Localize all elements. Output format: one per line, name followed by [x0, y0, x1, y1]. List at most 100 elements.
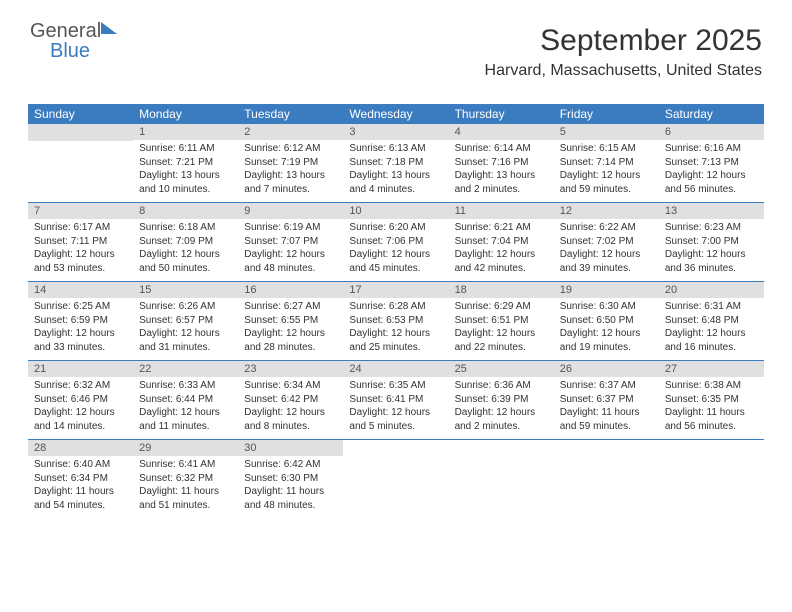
day-number: 30 — [238, 440, 343, 456]
sunrise-line: Sunrise: 6:35 AM — [349, 379, 442, 393]
day-cell: 27Sunrise: 6:38 AMSunset: 6:35 PMDayligh… — [659, 361, 764, 439]
daylight-line: Daylight: 12 hours and 31 minutes. — [139, 327, 232, 354]
sunset-line: Sunset: 6:32 PM — [139, 472, 232, 486]
day-number: 19 — [554, 282, 659, 298]
day-cell — [659, 440, 764, 518]
daylight-line: Daylight: 12 hours and 45 minutes. — [349, 248, 442, 275]
daylight-line: Daylight: 12 hours and 2 minutes. — [455, 406, 548, 433]
week-row: 14Sunrise: 6:25 AMSunset: 6:59 PMDayligh… — [28, 281, 764, 360]
sunset-line: Sunset: 6:46 PM — [34, 393, 127, 407]
sunset-line: Sunset: 6:57 PM — [139, 314, 232, 328]
sunset-line: Sunset: 6:35 PM — [665, 393, 758, 407]
sunset-line: Sunset: 6:55 PM — [244, 314, 337, 328]
sunrise-line: Sunrise: 6:28 AM — [349, 300, 442, 314]
day-content: Sunrise: 6:29 AMSunset: 6:51 PMDaylight:… — [449, 298, 554, 358]
day-content: Sunrise: 6:19 AMSunset: 7:07 PMDaylight:… — [238, 219, 343, 279]
day-content: Sunrise: 6:36 AMSunset: 6:39 PMDaylight:… — [449, 377, 554, 437]
week-row: 21Sunrise: 6:32 AMSunset: 6:46 PMDayligh… — [28, 360, 764, 439]
sunset-line: Sunset: 6:50 PM — [560, 314, 653, 328]
daylight-line: Daylight: 13 hours and 10 minutes. — [139, 169, 232, 196]
day-cell — [554, 440, 659, 518]
daylight-line: Daylight: 11 hours and 51 minutes. — [139, 485, 232, 512]
day-content: Sunrise: 6:31 AMSunset: 6:48 PMDaylight:… — [659, 298, 764, 358]
day-header-cell: Thursday — [449, 104, 554, 124]
calendar: SundayMondayTuesdayWednesdayThursdayFrid… — [28, 104, 764, 518]
sunrise-line: Sunrise: 6:37 AM — [560, 379, 653, 393]
sunset-line: Sunset: 7:19 PM — [244, 156, 337, 170]
day-header-row: SundayMondayTuesdayWednesdayThursdayFrid… — [28, 104, 764, 124]
day-cell — [343, 440, 448, 518]
sunrise-line: Sunrise: 6:21 AM — [455, 221, 548, 235]
sunrise-line: Sunrise: 6:41 AM — [139, 458, 232, 472]
day-content: Sunrise: 6:35 AMSunset: 6:41 PMDaylight:… — [343, 377, 448, 437]
daylight-line: Daylight: 11 hours and 54 minutes. — [34, 485, 127, 512]
day-number: 11 — [449, 203, 554, 219]
day-cell: 1Sunrise: 6:11 AMSunset: 7:21 PMDaylight… — [133, 124, 238, 202]
daylight-line: Daylight: 13 hours and 7 minutes. — [244, 169, 337, 196]
daylight-line: Daylight: 11 hours and 56 minutes. — [665, 406, 758, 433]
sunset-line: Sunset: 6:39 PM — [455, 393, 548, 407]
header: September 2025 Harvard, Massachusetts, U… — [485, 24, 762, 80]
day-cell: 15 Sunrise: 6:26 AMSunset: 6:57 PMDayligh… — [133, 282, 238, 360]
sunset-line: Sunset: 6:42 PM — [244, 393, 337, 407]
sunrise-line: Sunrise: 6:16 AM — [665, 142, 758, 156]
sunset-line: Sunset: 6:34 PM — [34, 472, 127, 486]
daylight-line: Daylight: 12 hours and 5 minutes. — [349, 406, 442, 433]
day-cell: 21Sunrise: 6:32 AMSunset: 6:46 PMDayligh… — [28, 361, 133, 439]
day-number: 6 — [659, 124, 764, 140]
day-number: 8 — [133, 203, 238, 219]
sunset-line: Sunset: 6:53 PM — [349, 314, 442, 328]
daylight-line: Daylight: 12 hours and 28 minutes. — [244, 327, 337, 354]
day-cell — [28, 124, 133, 202]
daylight-line: Daylight: 12 hours and 33 minutes. — [34, 327, 127, 354]
sunrise-line: Sunrise: 6:11 AM — [139, 142, 232, 156]
daylight-line: Daylight: 12 hours and 14 minutes. — [34, 406, 127, 433]
sunset-line: Sunset: 7:06 PM — [349, 235, 442, 249]
day-number: 2 — [238, 124, 343, 140]
sunrise-line: Sunrise: 6:14 AM — [455, 142, 548, 156]
day-cell: 7Sunrise: 6:17 AMSunset: 7:11 PMDaylight… — [28, 203, 133, 281]
sunrise-line: Sunrise: 6:32 AM — [34, 379, 127, 393]
daylight-line: Daylight: 12 hours and 25 minutes. — [349, 327, 442, 354]
day-cell: 24Sunrise: 6:35 AMSunset: 6:41 PMDayligh… — [343, 361, 448, 439]
sunrise-line: Sunrise: 6:30 AM — [560, 300, 653, 314]
logo-triangle-icon — [101, 22, 117, 34]
day-cell: 10Sunrise: 6:20 AMSunset: 7:06 PMDayligh… — [343, 203, 448, 281]
sunrise-line: Sunrise: 6:17 AM — [34, 221, 127, 235]
day-cell: 12Sunrise: 6:22 AMSunset: 7:02 PMDayligh… — [554, 203, 659, 281]
sunrise-line: Sunrise: 6:33 AM — [139, 379, 232, 393]
day-number: 20 — [659, 282, 764, 298]
sunrise-line: Sunrise: 6:26 AM — [139, 300, 232, 314]
day-number: 5 — [554, 124, 659, 140]
day-content: Sunrise: 6:16 AMSunset: 7:13 PMDaylight:… — [659, 140, 764, 200]
day-number: 12 — [554, 203, 659, 219]
logo-text-blue: Blue — [50, 40, 90, 62]
day-number: 26 — [554, 361, 659, 377]
day-number: 17 — [343, 282, 448, 298]
day-number: 13 — [659, 203, 764, 219]
day-cell — [449, 440, 554, 518]
day-cell: 22Sunrise: 6:33 AMSunset: 6:44 PMDayligh… — [133, 361, 238, 439]
day-content: Sunrise: 6:42 AMSunset: 6:30 PMDaylight:… — [238, 456, 343, 516]
sunrise-line: Sunrise: 6:18 AM — [139, 221, 232, 235]
daylight-line: Daylight: 12 hours and 19 minutes. — [560, 327, 653, 354]
week-row: 1Sunrise: 6:11 AMSunset: 7:21 PMDaylight… — [28, 124, 764, 202]
sunrise-line: Sunrise: 6:34 AM — [244, 379, 337, 393]
day-content: Sunrise: 6:33 AMSunset: 6:44 PMDaylight:… — [133, 377, 238, 437]
page-subtitle: Harvard, Massachusetts, United States — [485, 62, 762, 80]
sunset-line: Sunset: 7:09 PM — [139, 235, 232, 249]
day-cell: 19 Sunrise: 6:30 AMSunset: 6:50 PMDayligh… — [554, 282, 659, 360]
day-content: Sunrise: 6:23 AMSunset: 7:00 PMDaylight:… — [659, 219, 764, 279]
sunrise-line: Sunrise: 6:12 AM — [244, 142, 337, 156]
day-cell: 8Sunrise: 6:18 AMSunset: 7:09 PMDaylight… — [133, 203, 238, 281]
sunset-line: Sunset: 6:37 PM — [560, 393, 653, 407]
day-header-cell: Saturday — [659, 104, 764, 124]
daylight-line: Daylight: 13 hours and 2 minutes. — [455, 169, 548, 196]
day-number: 15 — [133, 282, 238, 298]
sunrise-line: Sunrise: 6:29 AM — [455, 300, 548, 314]
day-content: Sunrise: 6:20 AMSunset: 7:06 PMDaylight:… — [343, 219, 448, 279]
day-content: Sunrise: 6:41 AMSunset: 6:32 PMDaylight:… — [133, 456, 238, 516]
day-header-cell: Tuesday — [238, 104, 343, 124]
day-content: Sunrise: 6:15 AMSunset: 7:14 PMDaylight:… — [554, 140, 659, 200]
day-content: Sunrise: 6:37 AMSunset: 6:37 PMDaylight:… — [554, 377, 659, 437]
